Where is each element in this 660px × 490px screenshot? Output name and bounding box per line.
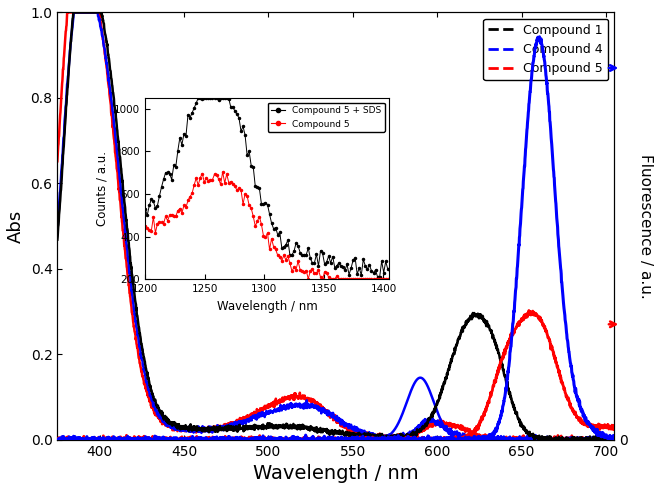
Y-axis label: Fluorescence / a.u.: Fluorescence / a.u. — [638, 154, 653, 298]
X-axis label: Wavelength / nm: Wavelength / nm — [253, 464, 418, 483]
X-axis label: Wavelength / nm: Wavelength / nm — [217, 300, 317, 313]
Y-axis label: Abs: Abs — [7, 209, 25, 243]
Y-axis label: Counts / a.u.: Counts / a.u. — [96, 151, 109, 226]
Legend: Compound 5 + SDS, Compound 5: Compound 5 + SDS, Compound 5 — [268, 102, 385, 132]
Legend: Compound 1, Compound 4, Compound 5: Compound 1, Compound 4, Compound 5 — [483, 19, 609, 80]
